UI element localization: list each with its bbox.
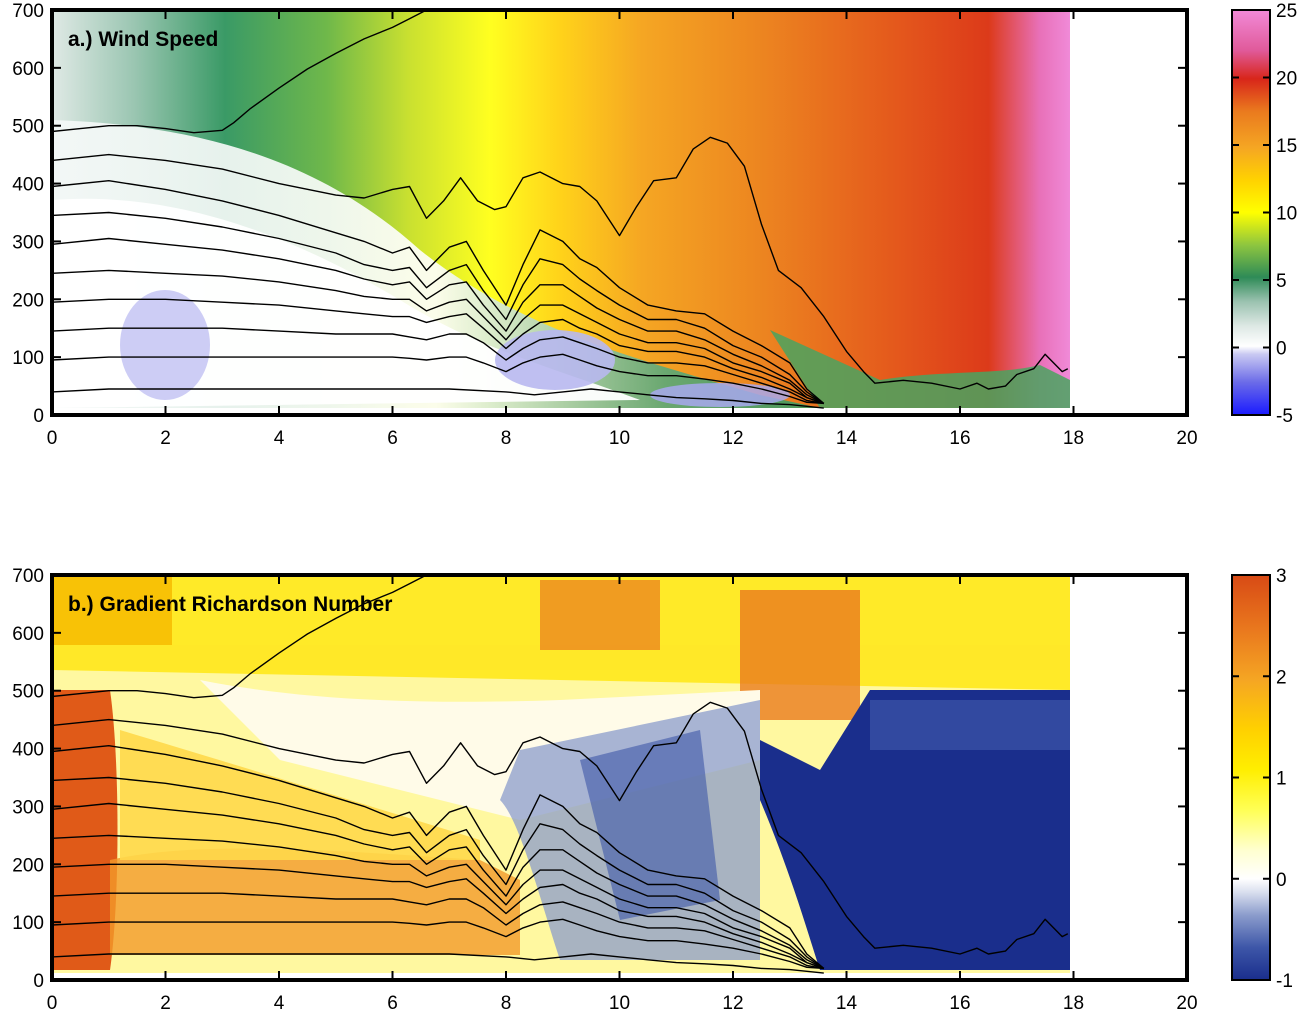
richardson-field [52, 575, 1187, 980]
panel-title: a.) Wind Speed [68, 28, 218, 51]
x-tick-label: 6 [387, 993, 398, 1014]
isentrope-line [52, 863, 825, 970]
isentrope-line [52, 10, 438, 134]
isentrope-line [52, 776, 825, 969]
colorbar-tick-label: 3 [1276, 566, 1287, 587]
colorbar-tick-label: 20 [1276, 69, 1297, 90]
x-tick-label: 10 [609, 428, 630, 449]
colorbar-tick-label: 2 [1276, 667, 1287, 688]
isentrope-line [52, 327, 824, 405]
y-tick-label: 200 [12, 290, 44, 311]
isentrope-line [52, 834, 825, 970]
isentrope-line [52, 136, 1069, 390]
x-tick-label: 14 [836, 993, 858, 1014]
colorbar-tick-label: -1 [1276, 971, 1293, 992]
x-tick-label: 20 [1176, 428, 1197, 449]
x-tick-label: 2 [160, 428, 171, 449]
x-tick-label: 16 [949, 993, 970, 1014]
isentrope-line [52, 269, 825, 405]
y-axis-ticks: 0 100 200 300 400 500 600 700 [12, 566, 1187, 992]
isentrope-line [52, 575, 438, 699]
x-tick-label: 2 [160, 993, 171, 1014]
isentrope-line [52, 237, 825, 405]
y-tick-label: 0 [33, 971, 44, 992]
x-tick-label: 16 [949, 428, 970, 449]
isentrope-line [52, 892, 824, 970]
isentrope-contours [52, 10, 1069, 409]
x-tick-label: 0 [47, 428, 58, 449]
y-tick-label: 100 [12, 913, 44, 934]
isentrope-line [52, 953, 824, 974]
y-tick-label: 400 [12, 175, 44, 196]
colorbar: -1 0 1 2 3 [1231, 566, 1293, 992]
colorbar-ticks: -1 0 1 2 3 [1232, 566, 1293, 992]
y-tick-label: 300 [12, 797, 44, 818]
colorbar: -5 0 5 10 15 20 25 [1231, 1, 1297, 427]
isentrope-line [52, 802, 825, 970]
y-tick-label: 300 [12, 232, 44, 253]
colorbar-tick-label: 25 [1276, 1, 1297, 22]
colorbar-ticks: -5 0 5 10 15 20 25 [1232, 1, 1297, 427]
x-tick-label: 18 [1063, 428, 1084, 449]
isentrope-line [52, 701, 1069, 955]
colorbar-tick-label: 15 [1276, 136, 1297, 157]
x-tick-label: 18 [1063, 993, 1084, 1014]
panel-richardson-number: 0 2 4 6 8 10 12 14 16 18 20 0100200300400500600700… [12, 566, 1293, 1014]
y-tick-label: 500 [12, 117, 44, 138]
x-tick-label: 8 [501, 993, 512, 1014]
isentrope-contours [52, 575, 1069, 974]
wind-speed-field [52, 10, 1187, 415]
y-tick-label: 500 [12, 682, 44, 703]
y-tick-label: 200 [12, 855, 44, 876]
colorbar-tick-label: 10 [1276, 204, 1297, 225]
y-tick-label: 600 [12, 59, 44, 80]
panel-title: b.) Gradient Richardson Number [68, 593, 392, 616]
panel-wind-speed: 0 2 4 6 8 10 12 14 16 18 20 0100200300400500600700… [12, 1, 1297, 449]
x-axis-ticks: 0 2 4 6 8 10 12 14 16 18 20 [47, 575, 1198, 1014]
x-tick-label: 20 [1176, 993, 1197, 1014]
x-tick-label: 12 [722, 993, 743, 1014]
x-tick-label: 4 [274, 428, 285, 449]
x-tick-label: 10 [609, 993, 630, 1014]
y-tick-label: 700 [12, 1, 44, 22]
x-tick-label: 12 [722, 428, 743, 449]
x-tick-label: 8 [501, 428, 512, 449]
isentrope-line [52, 745, 825, 969]
y-tick-label: 400 [12, 740, 44, 761]
isentrope-line [52, 918, 824, 970]
colorbar-tick-label: 0 [1276, 339, 1287, 360]
colorbar-tick-label: 1 [1276, 769, 1287, 790]
y-tick-label: 0 [33, 406, 44, 427]
x-tick-label: 0 [47, 993, 58, 1014]
y-tick-label: 100 [12, 348, 44, 369]
y-axis-ticks: 0 100 200 300 400 500 600 700 [12, 1, 1187, 427]
colorbar-tick-label: -5 [1276, 406, 1293, 427]
isentrope-line [52, 298, 825, 405]
x-tick-label: 6 [387, 428, 398, 449]
y-tick-label: 600 [12, 624, 44, 645]
isentrope-line [52, 388, 824, 409]
x-axis-ticks: 0 2 4 6 8 10 12 14 16 18 20 [47, 10, 1198, 449]
isentrope-line [52, 353, 824, 405]
x-tick-label: 4 [274, 993, 285, 1014]
colorbar-tick-label: 0 [1276, 870, 1287, 891]
x-tick-label: 14 [836, 428, 858, 449]
colorbar-tick-label: 5 [1276, 271, 1287, 292]
isentrope-line [52, 180, 825, 404]
y-tick-label: 700 [12, 566, 44, 587]
isentrope-line [52, 211, 825, 404]
